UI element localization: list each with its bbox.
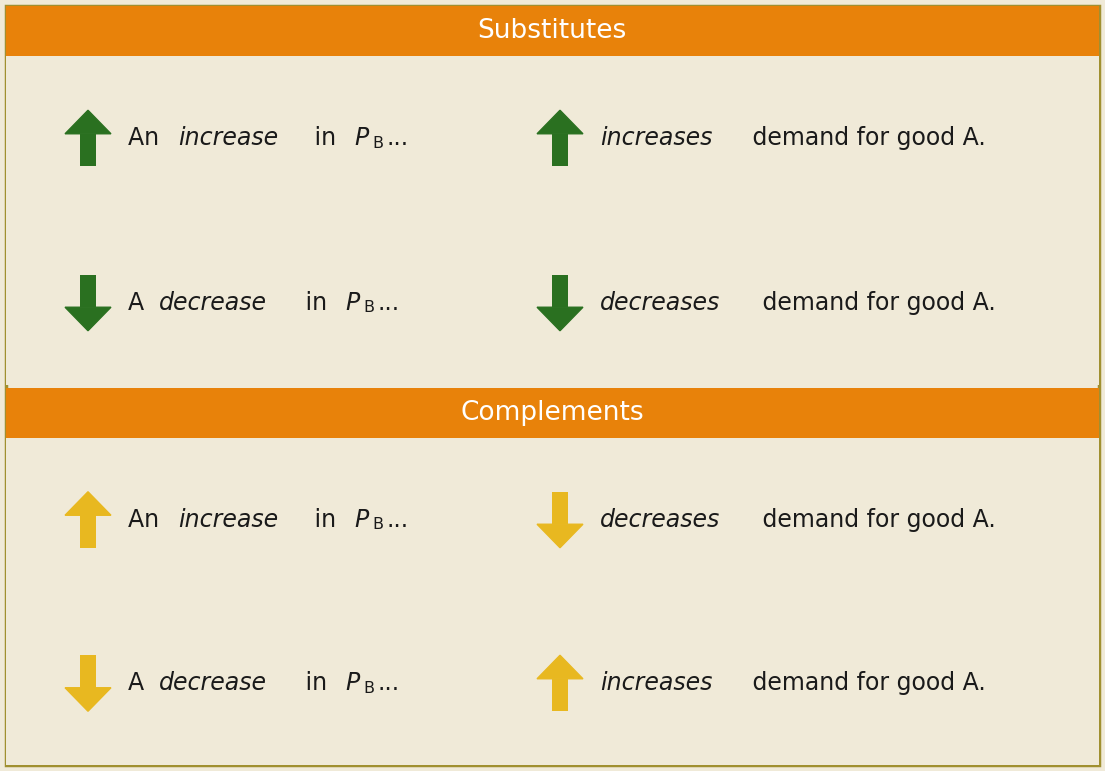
Text: demand for good A.: demand for good A. (745, 126, 986, 150)
Text: ...: ... (378, 291, 400, 315)
Bar (6, 56, 1099, 385)
Text: increase: increase (178, 126, 278, 150)
Polygon shape (537, 110, 583, 134)
Text: in: in (298, 291, 335, 315)
Text: ...: ... (387, 508, 409, 532)
Text: in: in (307, 126, 344, 150)
Polygon shape (537, 524, 583, 547)
Text: A: A (128, 291, 151, 315)
Bar (81, 515, 96, 547)
Polygon shape (65, 492, 110, 515)
Text: decreases: decreases (600, 508, 720, 532)
Bar (81, 134, 96, 167)
Bar (552, 134, 568, 167)
Text: P: P (355, 126, 369, 150)
Polygon shape (537, 655, 583, 678)
Bar (81, 655, 96, 688)
Bar (552, 678, 568, 712)
Text: decrease: decrease (158, 291, 266, 315)
Text: demand for good A.: demand for good A. (755, 291, 996, 315)
Text: decreases: decreases (600, 291, 720, 315)
Text: Complements: Complements (460, 400, 644, 426)
Text: in: in (307, 508, 344, 532)
Text: decrease: decrease (158, 672, 266, 695)
Text: B: B (364, 681, 375, 695)
Text: P: P (355, 508, 369, 532)
Bar (81, 274, 96, 307)
Text: ...: ... (378, 672, 400, 695)
Text: increases: increases (600, 672, 713, 695)
Polygon shape (65, 307, 110, 331)
Text: demand for good A.: demand for good A. (755, 508, 996, 532)
Polygon shape (65, 110, 110, 134)
Bar (552, 492, 568, 524)
Text: B: B (364, 300, 375, 315)
Text: An: An (128, 508, 167, 532)
Text: Substitutes: Substitutes (477, 18, 627, 44)
Polygon shape (537, 307, 583, 331)
Text: P: P (345, 672, 359, 695)
Text: in: in (298, 672, 335, 695)
Text: increase: increase (178, 508, 278, 532)
Text: B: B (372, 517, 383, 532)
Text: ...: ... (387, 126, 409, 150)
Text: demand for good A.: demand for good A. (745, 672, 986, 695)
Bar (6, 438, 1099, 765)
Polygon shape (65, 688, 110, 712)
Bar (552, 274, 568, 307)
Bar (6, 6, 1099, 56)
Text: P: P (345, 291, 359, 315)
Text: A: A (128, 672, 151, 695)
Text: B: B (372, 136, 383, 150)
Bar (6, 388, 1099, 438)
Text: An: An (128, 126, 167, 150)
Text: increases: increases (600, 126, 713, 150)
